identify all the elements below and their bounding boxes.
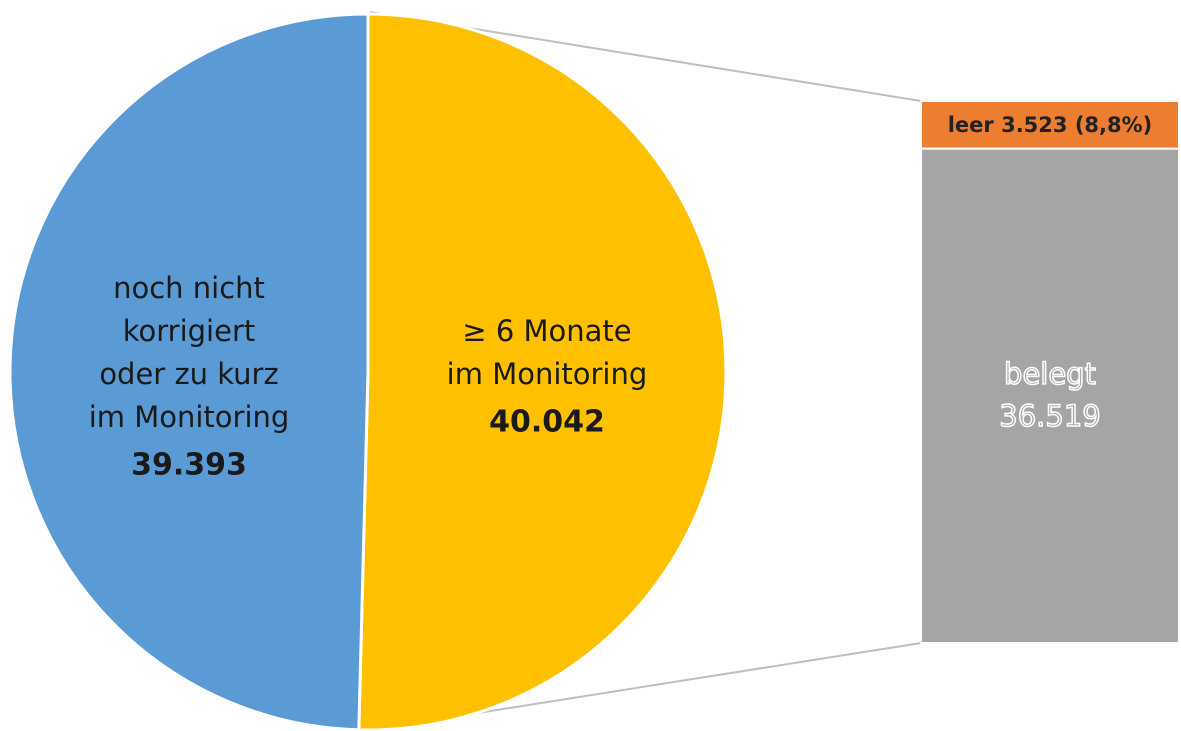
slice-label: oder zu kurz	[99, 357, 278, 391]
pie-slice	[357, 12, 728, 731]
series-name: belegt	[1004, 357, 1096, 391]
bar-segment	[920, 147, 1180, 644]
slice-label: ≥ 6 Monate	[462, 314, 631, 348]
segment-label: leer 3.523 (8,8%)	[948, 113, 1153, 137]
bar-segment	[920, 100, 1180, 150]
value-label: 36.519	[999, 399, 1100, 433]
slice-label: noch nicht	[113, 271, 265, 305]
slice-value-label: 40.042	[489, 405, 605, 440]
value-label: 3.523 (8,8%)	[1001, 113, 1152, 137]
slice-label: korrigiert	[123, 314, 256, 348]
series-name: leer	[948, 113, 995, 137]
slice-label: im Monitoring	[447, 357, 648, 391]
pie-slice	[8, 12, 370, 731]
slice-label: im Monitoring	[89, 400, 290, 434]
slice-value-label: 39.393	[131, 448, 247, 483]
